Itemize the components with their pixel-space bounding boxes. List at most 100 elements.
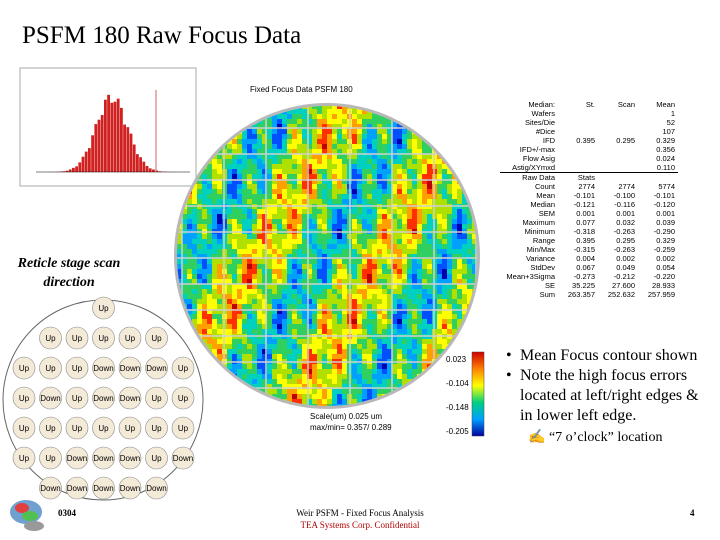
heat-cell — [287, 239, 292, 244]
heat-cell — [322, 299, 327, 304]
heat-cell — [227, 194, 232, 199]
heat-cell — [292, 394, 297, 399]
heat-cell — [277, 269, 282, 274]
heat-cell — [467, 184, 472, 189]
heat-cell — [232, 304, 237, 309]
heat-cell — [322, 379, 327, 384]
heat-cell — [467, 324, 472, 329]
heat-cell — [242, 339, 247, 344]
heat-cell — [307, 304, 312, 309]
heat-cell — [212, 124, 217, 129]
heat-cell — [322, 389, 327, 394]
heat-cell — [412, 324, 417, 329]
heat-cell — [367, 369, 372, 374]
heat-cell — [272, 309, 277, 314]
heat-cell — [332, 339, 337, 344]
heat-cell — [477, 289, 482, 294]
heat-cell — [322, 224, 327, 229]
heat-cell — [207, 274, 212, 279]
heat-cell — [337, 274, 342, 279]
stats-label: SE — [544, 281, 555, 290]
heat-cell — [477, 214, 482, 219]
heat-cell — [352, 309, 357, 314]
heat-cell — [282, 299, 287, 304]
heat-cell — [302, 244, 307, 249]
histogram-bar — [132, 144, 136, 172]
heat-cell — [457, 224, 462, 229]
heat-cell — [442, 279, 447, 284]
heat-cell — [327, 184, 332, 189]
heat-cell — [452, 124, 457, 129]
heat-cell — [217, 274, 222, 279]
heat-cell — [367, 254, 372, 259]
reticle-field — [65, 446, 89, 470]
footer-code: 0304 — [58, 508, 76, 518]
heat-cell — [232, 149, 237, 154]
heat-cell — [457, 349, 462, 354]
heat-cell — [362, 314, 367, 319]
heat-cell — [187, 239, 192, 244]
stats-row: SE 35.225 27.600 28.933 — [500, 281, 678, 290]
heat-cell — [282, 364, 287, 369]
heat-cell — [367, 174, 372, 179]
heat-cell — [387, 309, 392, 314]
heat-cell — [367, 149, 372, 154]
heat-cell — [357, 109, 362, 114]
heat-cell — [282, 189, 287, 194]
heat-cell — [332, 344, 337, 349]
stats-cell — [598, 145, 638, 154]
heat-cell — [387, 304, 392, 309]
heat-cell — [382, 264, 387, 269]
heat-cell — [457, 309, 462, 314]
heat-cell — [267, 354, 272, 359]
heat-cell — [452, 109, 457, 114]
stats-cell: -0.263 — [613, 245, 635, 254]
heat-cell — [252, 269, 257, 274]
heat-cell — [262, 254, 267, 259]
heat-cell — [467, 319, 472, 324]
heat-cell — [392, 134, 397, 139]
heat-cell — [327, 214, 332, 219]
heat-cell — [287, 234, 292, 239]
heat-cell — [417, 274, 422, 279]
heat-cell — [462, 284, 467, 289]
heat-cell — [302, 129, 307, 134]
heat-cell — [422, 319, 427, 324]
heat-cell — [382, 304, 387, 309]
heat-cell — [392, 284, 397, 289]
heat-cell — [267, 164, 272, 169]
heat-cell — [302, 214, 307, 219]
heat-cell — [332, 284, 337, 289]
heat-cell — [422, 164, 427, 169]
heat-cell — [392, 274, 397, 279]
heat-cell — [427, 399, 432, 404]
heat-cell — [252, 259, 257, 264]
stats-cell: 107 — [662, 127, 675, 136]
heat-cell — [267, 134, 272, 139]
heat-cell — [332, 259, 337, 264]
heat-cell — [287, 254, 292, 259]
heat-cell — [432, 129, 437, 134]
reticle-field — [12, 446, 36, 470]
heat-cell — [417, 289, 422, 294]
reticle-field — [65, 476, 89, 500]
heat-cell — [337, 264, 342, 269]
heat-cell — [267, 289, 272, 294]
heat-cell — [302, 309, 307, 314]
heat-cell — [212, 134, 217, 139]
heat-cell — [257, 169, 262, 174]
heat-cell — [382, 106, 387, 109]
heat-cell — [322, 234, 327, 239]
heat-cell — [452, 364, 457, 369]
heat-cell — [207, 139, 212, 144]
heat-cell — [362, 144, 367, 149]
heat-cell — [317, 194, 322, 199]
heat-cell — [352, 379, 357, 384]
heat-cell — [177, 194, 182, 199]
heat-cell — [277, 199, 282, 204]
heat-cell — [417, 119, 422, 124]
heat-cell — [362, 244, 367, 249]
heat-cell — [427, 289, 432, 294]
heat-cell — [272, 119, 277, 124]
heat-cell — [402, 269, 407, 274]
